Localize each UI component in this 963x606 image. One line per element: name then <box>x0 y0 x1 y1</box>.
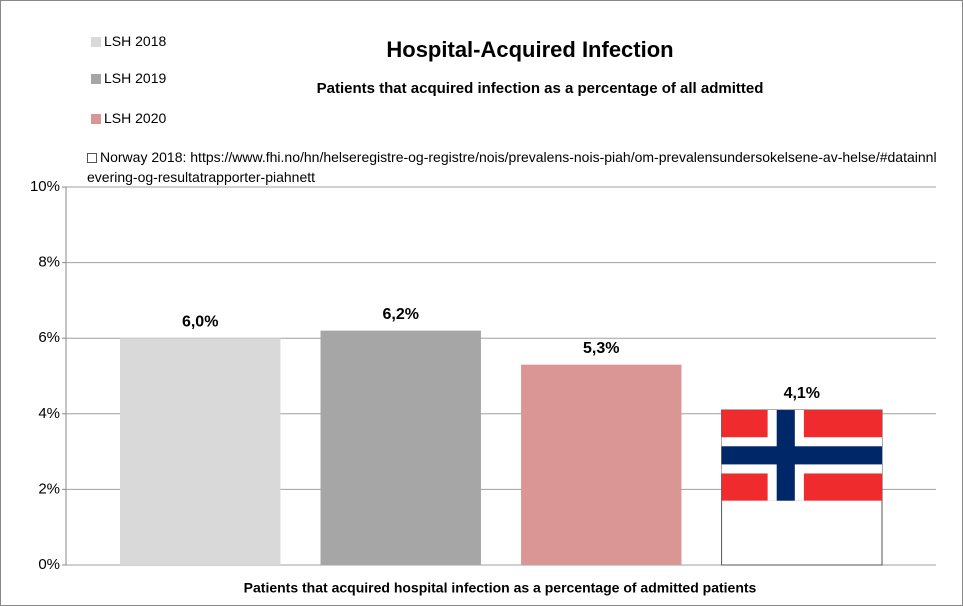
y-tick-label: 8% <box>38 254 60 271</box>
bar <box>521 364 682 565</box>
legend-swatch <box>91 37 101 47</box>
value-label: 6,2% <box>382 306 418 323</box>
bar <box>320 330 481 565</box>
value-label: 5,3% <box>583 340 619 357</box>
chart-title: Hospital-Acquired Infection <box>386 37 673 62</box>
legend-label: LSH 2018 <box>104 33 167 49</box>
legend-swatch <box>91 74 101 84</box>
legend-label: Norway 2018: https://www.fhi.no/hn/helse… <box>87 149 937 185</box>
legend-item: Norway 2018: https://www.fhi.no/hn/helse… <box>87 147 937 187</box>
x-axis-label: Patients that acquired hospital infectio… <box>244 580 757 596</box>
value-label: 4,1% <box>784 385 820 402</box>
legend-swatch <box>87 153 97 163</box>
bar <box>119 338 281 565</box>
legend-label: LSH 2019 <box>104 70 167 86</box>
value-label: 6,0% <box>182 313 218 330</box>
legend-item: LSH 2018 <box>91 31 166 51</box>
y-tick-label: 10% <box>30 178 60 195</box>
y-tick-label: 2% <box>38 480 60 497</box>
chart-subtitle: Patients that acquired infection as a pe… <box>317 80 764 97</box>
y-tick-label: 4% <box>38 405 60 422</box>
flag-blue-h <box>721 446 883 465</box>
y-tick-label: 6% <box>38 329 60 346</box>
legend-label: LSH 2020 <box>104 110 167 126</box>
legend-item: LSH 2020 <box>91 108 166 128</box>
y-tick-label: 0% <box>38 556 60 573</box>
flag <box>721 410 883 501</box>
legend-item: LSH 2019 <box>91 68 166 88</box>
legend-swatch <box>91 114 101 124</box>
